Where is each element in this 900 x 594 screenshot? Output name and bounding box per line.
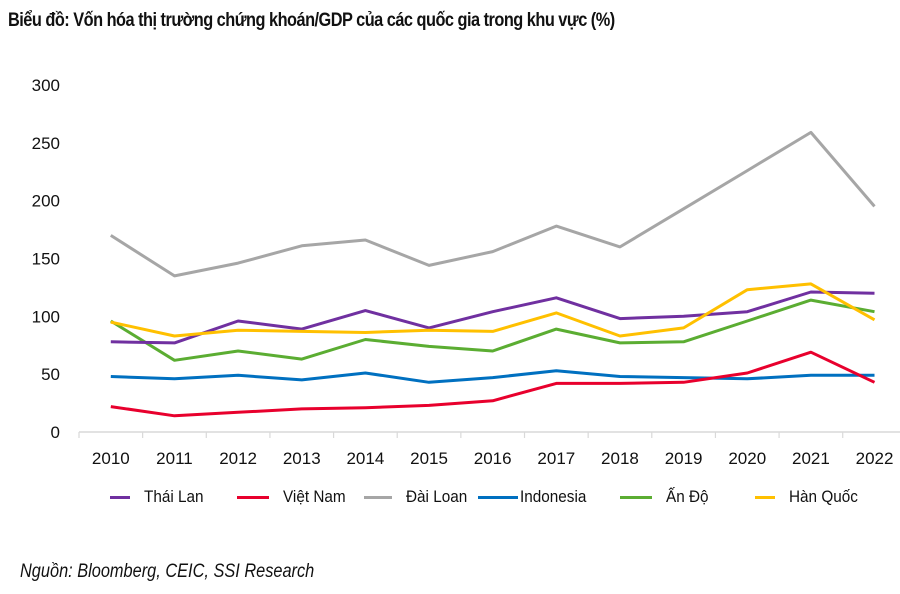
legend-item: Indonesia <box>478 484 594 510</box>
legend-label: Hàn Quốc <box>789 487 858 506</box>
legend-item: Đài Loan <box>364 484 474 510</box>
y-tick-label: 150 <box>32 250 60 269</box>
legend-swatch <box>478 495 518 499</box>
legend-label: Việt Nam <box>283 487 346 506</box>
x-tick-label: 2010 <box>92 449 130 468</box>
legend-label: Ấn Độ <box>666 487 709 506</box>
legend-label: Đài Loan <box>406 487 468 506</box>
chart-title: Biểu đồ: Vốn hóa thị trường chứng khoán/… <box>8 10 615 31</box>
legend-label: Thái Lan <box>144 487 204 506</box>
source-note: Nguồn: Bloomberg, CEIC, SSI Research <box>20 561 315 582</box>
legend-swatch <box>364 495 392 499</box>
x-axis: 2010 2011 2012 2013 2014 2015 2016 2017 2018 2019… <box>78 431 900 468</box>
y-tick-label: 250 <box>32 134 60 153</box>
x-tick-label: 2022 <box>856 449 894 468</box>
series-line-hàn-quốc <box>110 282 876 338</box>
legend: Thái Lan Việt Nam Đài Loan Indonesia Ấn Độ Hà… <box>0 484 900 510</box>
legend-item: Thái Lan <box>110 484 210 510</box>
y-tick-label: 50 <box>41 365 60 384</box>
y-tick-label: 0 <box>51 423 60 442</box>
x-tick-label: 2011 <box>156 449 193 468</box>
series-line-việt-nam <box>110 350 876 418</box>
legend-swatch <box>620 495 652 499</box>
x-tick-label: 2018 <box>601 449 639 468</box>
series-line-đài-loan <box>109 130 876 278</box>
x-tick-label: 2017 <box>537 449 575 468</box>
legend-item: Ấn Độ <box>620 484 713 510</box>
x-tick-label: 2019 <box>665 449 703 468</box>
y-axis: 0 50 100 150 200 250 300 <box>32 76 60 442</box>
series-line-indonesia <box>110 369 875 384</box>
legend-swatch <box>110 495 130 499</box>
series-lines <box>109 130 876 418</box>
x-tick-label: 2016 <box>474 449 512 468</box>
x-tick-label: 2013 <box>283 449 321 468</box>
x-tick-label: 2021 <box>792 449 830 468</box>
legend-label: Indonesia <box>520 487 587 506</box>
legend-swatch <box>237 495 269 499</box>
y-tick-label: 100 <box>32 307 60 326</box>
x-tick-label: 2020 <box>728 449 766 468</box>
x-tick-label: 2015 <box>410 449 448 468</box>
legend-item: Hàn Quốc <box>755 484 866 510</box>
legend-item: Việt Nam <box>237 484 353 510</box>
legend-swatch <box>755 495 775 499</box>
y-tick-label: 200 <box>32 192 60 211</box>
y-tick-label: 300 <box>32 76 60 95</box>
x-tick-label: 2014 <box>346 449 384 468</box>
x-tick-label: 2012 <box>219 449 257 468</box>
